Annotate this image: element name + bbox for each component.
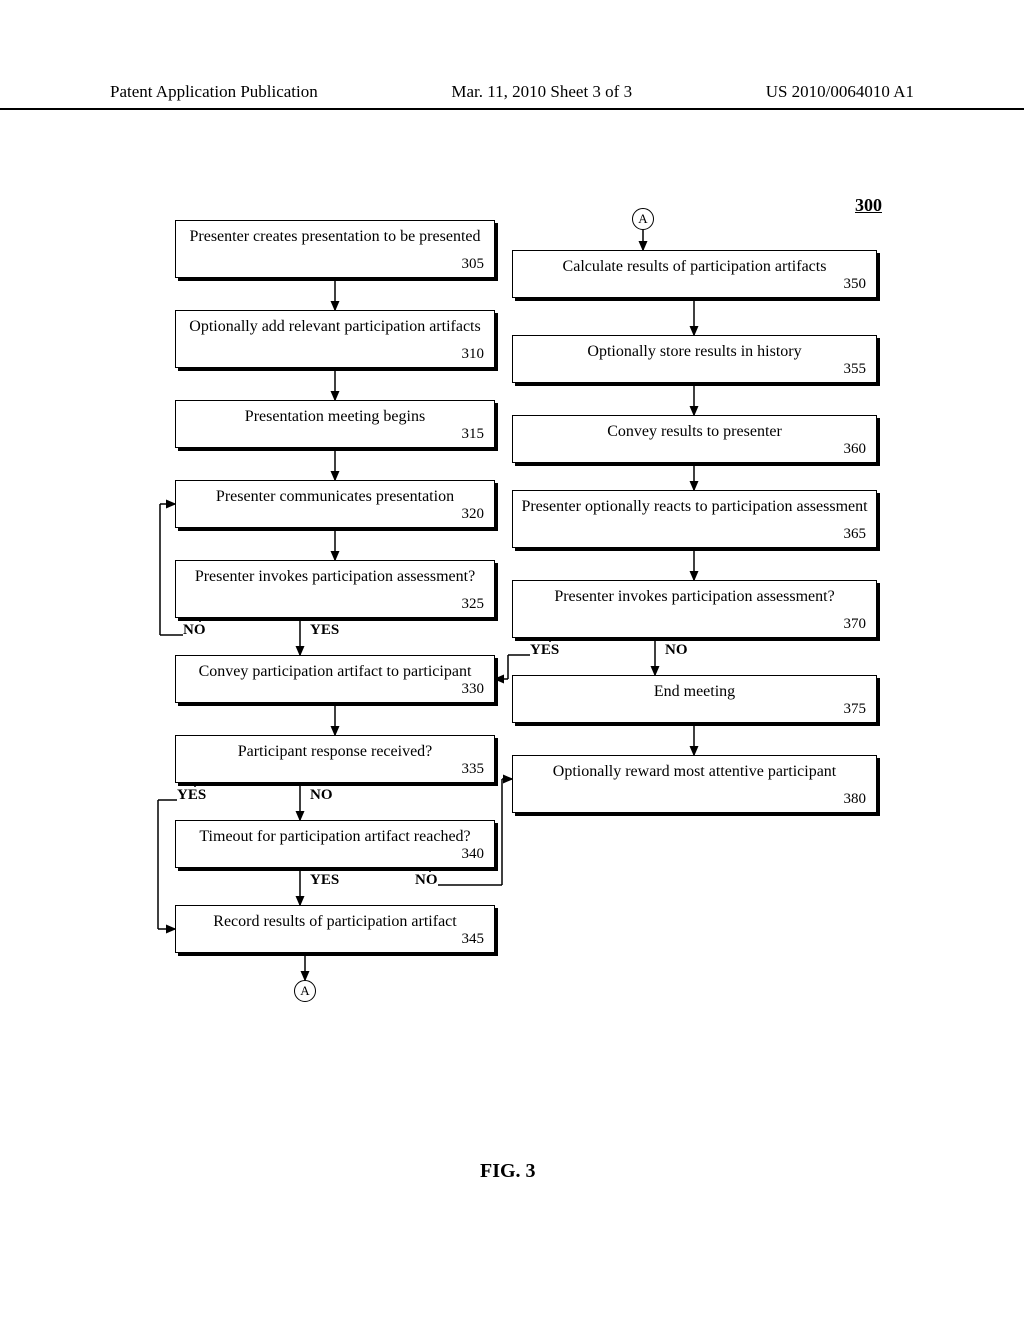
box-number: 335: [462, 760, 485, 779]
flowchart-box-365: Presenter optionally reacts to participa…: [512, 490, 877, 548]
flowchart-box-355: Optionally store results in history355: [512, 335, 877, 383]
box-text: Presenter communicates presentation: [184, 487, 486, 507]
flowchart-box-375: End meeting375: [512, 675, 877, 723]
connector-a-bottom: A: [294, 980, 316, 1002]
flowchart-box-340: Timeout for participation artifact reach…: [175, 820, 495, 868]
box-number: 345: [462, 930, 485, 949]
box-text: Optionally add relevant participation ar…: [184, 317, 486, 337]
box-number: 305: [462, 255, 485, 274]
decision-label-d335_yes: YES: [177, 787, 206, 804]
box-text: Presenter invokes participation assessme…: [184, 567, 486, 587]
box-number: 350: [844, 275, 867, 294]
box-text: Convey participation artifact to partici…: [184, 662, 486, 682]
connector-a-top: A: [632, 208, 654, 230]
box-text: Presenter invokes participation assessme…: [521, 587, 868, 607]
flowchart-box-330: Convey participation artifact to partici…: [175, 655, 495, 703]
decision-label-d335_no: NO: [310, 787, 333, 804]
flowchart: A A Presenter creates presentation to be…: [0, 190, 1024, 1190]
flowchart-box-345: Record results of participation artifact…: [175, 905, 495, 953]
box-text: Calculate results of participation artif…: [521, 257, 868, 277]
box-text: Presentation meeting begins: [184, 407, 486, 427]
decision-label-d340_no: NO: [415, 872, 438, 889]
box-number: 380: [844, 790, 867, 809]
box-text: End meeting: [521, 682, 868, 702]
box-text: Presenter creates presentation to be pre…: [184, 227, 486, 247]
box-number: 320: [462, 505, 485, 524]
box-number: 310: [462, 345, 485, 364]
header-center: Mar. 11, 2010 Sheet 3 of 3: [451, 82, 632, 102]
box-number: 325: [462, 595, 485, 614]
decision-label-d340_yes: YES: [310, 872, 339, 889]
decision-label-d325_no: NO: [183, 622, 206, 639]
flowchart-box-315: Presentation meeting begins315: [175, 400, 495, 448]
box-number: 360: [844, 440, 867, 459]
box-text: Timeout for participation artifact reach…: [184, 827, 486, 847]
flowchart-box-335: Participant response received?335: [175, 735, 495, 783]
flowchart-box-360: Convey results to presenter360: [512, 415, 877, 463]
flowchart-box-325: Presenter invokes participation assessme…: [175, 560, 495, 618]
flowchart-box-310: Optionally add relevant participation ar…: [175, 310, 495, 368]
box-number: 340: [462, 845, 485, 864]
box-number: 330: [462, 680, 485, 699]
box-number: 315: [462, 425, 485, 444]
box-text: Optionally store results in history: [521, 342, 868, 362]
header-right: US 2010/0064010 A1: [766, 82, 914, 102]
flowchart-box-380: Optionally reward most attentive partici…: [512, 755, 877, 813]
box-number: 370: [844, 615, 867, 634]
flowchart-box-305: Presenter creates presentation to be pre…: [175, 220, 495, 278]
figure-caption: FIG. 3: [480, 1160, 536, 1183]
box-text: Presenter optionally reacts to participa…: [521, 497, 868, 517]
box-text: Participant response received?: [184, 742, 486, 762]
page-header: Patent Application Publication Mar. 11, …: [0, 82, 1024, 110]
box-text: Optionally reward most attentive partici…: [521, 762, 868, 782]
decision-label-d370_no: NO: [665, 642, 688, 659]
decision-label-d370_yes: YES: [530, 642, 559, 659]
decision-label-d325_yes: YES: [310, 622, 339, 639]
box-number: 365: [844, 525, 867, 544]
box-text: Convey results to presenter: [521, 422, 868, 442]
box-text: Record results of participation artifact: [184, 912, 486, 932]
flowchart-box-350: Calculate results of participation artif…: [512, 250, 877, 298]
box-number: 375: [844, 700, 867, 719]
box-number: 355: [844, 360, 867, 379]
header-left: Patent Application Publication: [110, 82, 318, 102]
flowchart-box-320: Presenter communicates presentation320: [175, 480, 495, 528]
flowchart-box-370: Presenter invokes participation assessme…: [512, 580, 877, 638]
